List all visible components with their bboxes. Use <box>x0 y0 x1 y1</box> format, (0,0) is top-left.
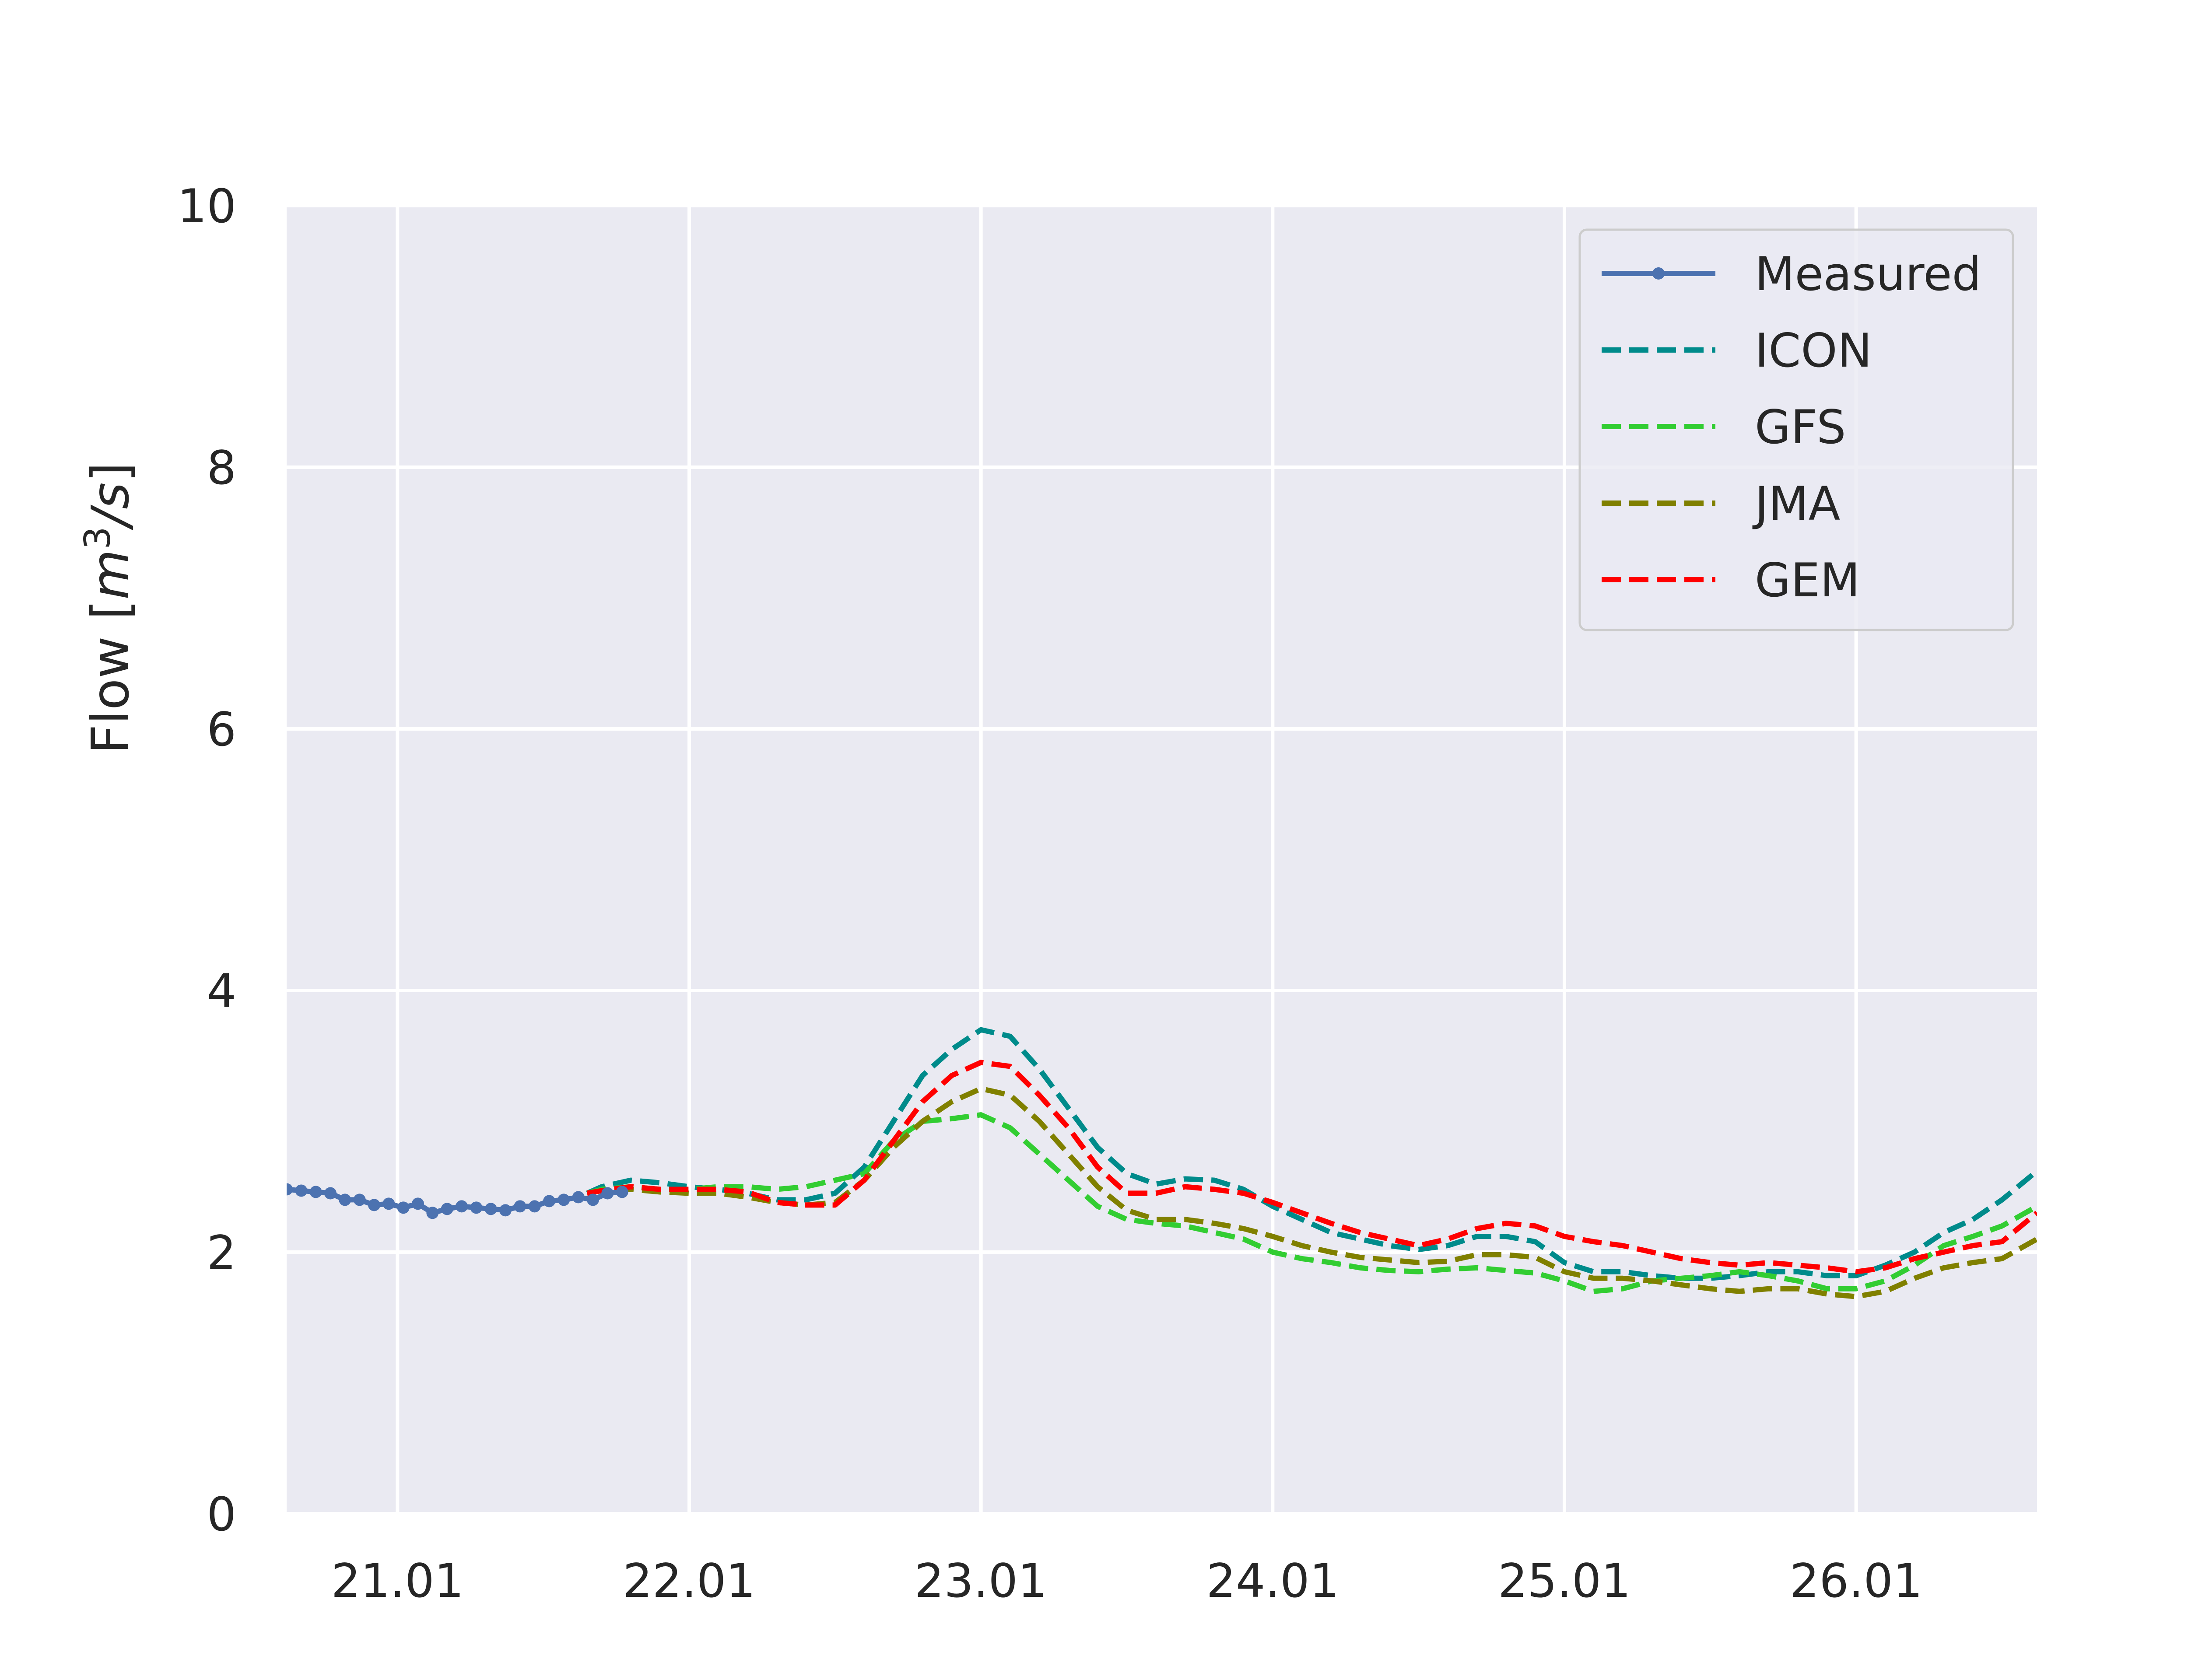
data-point <box>287 1183 293 1196</box>
data-point <box>499 1204 512 1217</box>
data-point <box>412 1197 424 1210</box>
series-gem <box>586 1060 2037 1274</box>
legend-item-gem: GEM <box>1602 553 1860 607</box>
series-layer <box>287 1027 2037 1299</box>
data-point <box>324 1187 337 1200</box>
legend: Measured ICON GFS JMA GEM <box>1578 228 2014 631</box>
series-measured <box>287 1183 628 1219</box>
legend-item-measured: Measured <box>1602 247 1981 301</box>
data-point <box>309 1186 322 1198</box>
x-tick-label: 25.01 <box>1498 1554 1630 1608</box>
legend-item-gfs: GFS <box>1602 400 1846 454</box>
data-point <box>339 1194 351 1206</box>
series-line-icon <box>586 1027 2037 1281</box>
x-tick-label: 24.01 <box>1206 1554 1339 1608</box>
legend-label: GFS <box>1755 400 1846 454</box>
legend-label: Measured <box>1755 247 1981 301</box>
x-tick-labels: 21.01 22.01 23.01 24.01 25.01 26.01 <box>331 1554 1923 1608</box>
legend-label: JMA <box>1752 477 1840 531</box>
data-point <box>601 1187 614 1200</box>
data-point <box>426 1207 439 1219</box>
data-point <box>587 1194 599 1206</box>
series-gfs <box>586 1112 2037 1294</box>
legend-marker <box>1652 267 1665 280</box>
data-point <box>456 1200 468 1213</box>
y-tick-label: 4 <box>207 964 236 1018</box>
legend-item-icon: ICON <box>1602 324 1872 378</box>
series-line-gfs <box>586 1112 2037 1294</box>
data-point <box>572 1191 585 1204</box>
y-tick-label: 8 <box>207 441 236 495</box>
y-tick-label: 2 <box>207 1226 236 1280</box>
data-point <box>543 1195 555 1208</box>
legend-label: GEM <box>1755 553 1860 607</box>
legend-item-jma: JMA <box>1602 477 1840 531</box>
data-point <box>616 1186 628 1198</box>
y-tick-label: 10 <box>177 179 236 233</box>
data-point <box>528 1200 541 1213</box>
y-tick-label: 6 <box>207 703 236 756</box>
y-tick-labels: 0 2 4 6 8 10 <box>177 179 236 1541</box>
series-line-gem <box>586 1060 2037 1274</box>
x-tick-label: 22.01 <box>623 1554 755 1608</box>
data-point <box>295 1184 308 1197</box>
x-tick-label: 26.01 <box>1790 1554 1922 1608</box>
x-tick-label: 21.01 <box>331 1554 464 1608</box>
data-point <box>368 1199 380 1211</box>
data-point <box>441 1203 453 1215</box>
data-point <box>382 1197 395 1210</box>
legend-label: ICON <box>1755 324 1872 378</box>
data-point <box>470 1201 483 1214</box>
data-point <box>558 1194 570 1206</box>
data-point <box>397 1201 410 1214</box>
y-axis-label: Flow [m3/s] <box>77 462 140 754</box>
legend-box <box>1578 228 2014 631</box>
series-icon <box>586 1027 2037 1281</box>
x-tick-label: 23.01 <box>915 1554 1047 1608</box>
data-point <box>353 1194 366 1206</box>
data-point <box>514 1200 526 1213</box>
y-tick-label: 0 <box>207 1488 236 1541</box>
data-point <box>484 1203 497 1215</box>
